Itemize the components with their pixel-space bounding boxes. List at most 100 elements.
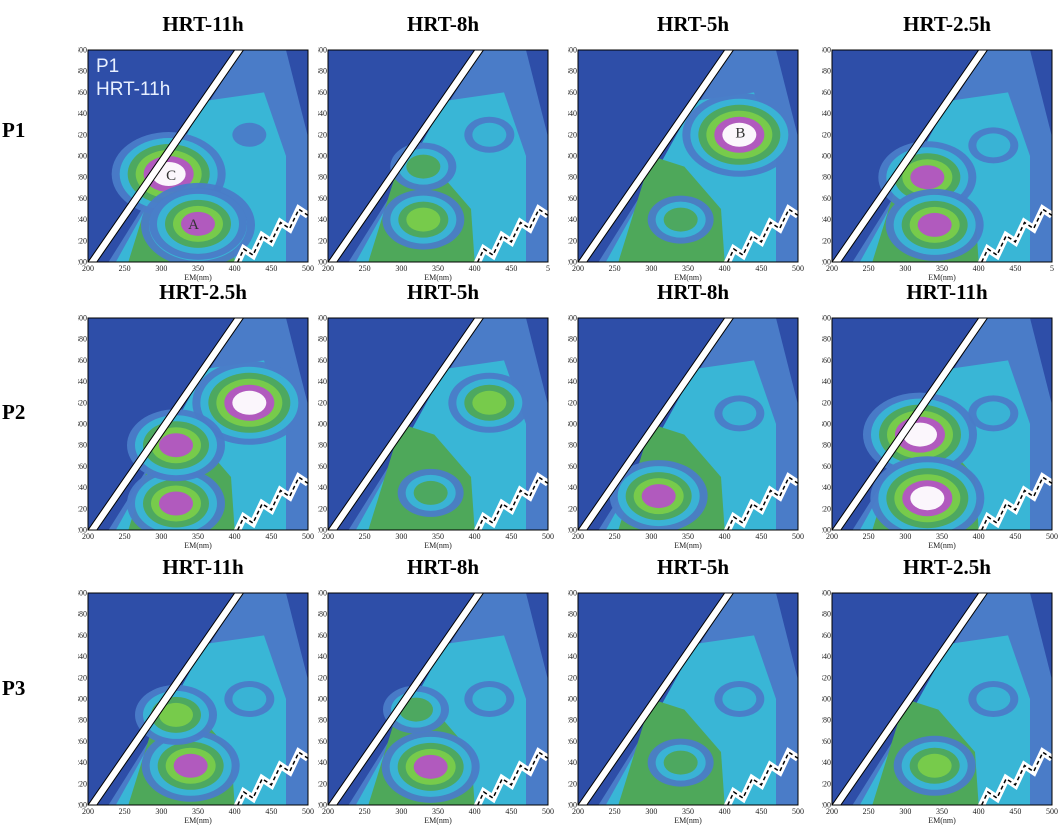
fluorescence-peak [870, 456, 985, 530]
y-tick-label: 340 [78, 652, 87, 661]
rayleigh-scatter-band [88, 50, 245, 262]
y-tick-label: 220 [568, 236, 577, 245]
fluorescence-peak [382, 189, 465, 250]
x-tick-label: 350 [682, 532, 694, 541]
y-tick-label: 400 [318, 46, 327, 55]
y-tick-label: 220 [318, 504, 327, 513]
x-axis-label: EM(nm) [674, 273, 702, 282]
x-axis-label: EM(nm) [674, 541, 702, 550]
panel-title: HRT-11h [162, 555, 244, 579]
x-tick-label: 250 [359, 532, 371, 541]
y-tick-label: 260 [78, 737, 87, 746]
x-tick-label: 400 [719, 264, 731, 273]
y-tick-label: 340 [822, 652, 831, 661]
y-tick-label: 240 [78, 483, 87, 492]
y-tick-label: 280 [568, 173, 577, 182]
row-label-p1: P1 [2, 118, 26, 142]
y-tick-label: 400 [318, 314, 327, 323]
x-tick-label: 300 [899, 532, 911, 541]
x-tick-label: 450 [265, 264, 277, 273]
second-order-scatter-edge [726, 751, 798, 805]
y-tick-label: 360 [78, 631, 87, 640]
y-tick-label: 380 [318, 335, 327, 344]
y-tick-label: 220 [822, 504, 831, 513]
y-tick-label: 400 [822, 314, 831, 323]
x-tick-label: 450 [1009, 807, 1021, 816]
y-tick-label: 280 [568, 716, 577, 725]
x-tick-label: 300 [645, 264, 657, 273]
y-tick-label: 200 [822, 801, 831, 810]
y-tick-label: 220 [568, 504, 577, 513]
rayleigh-scatter-band [578, 318, 735, 530]
second-order-scatter-edge [726, 208, 798, 262]
y-tick-label: 360 [568, 88, 577, 97]
rayleigh-scatter-band [578, 50, 735, 262]
x-axis-label: EM(nm) [424, 273, 452, 282]
y-tick-label: 340 [568, 377, 577, 386]
x-tick-label: 200 [572, 264, 584, 273]
x-tick-label: 400 [973, 807, 985, 816]
y-tick-label: 300 [822, 420, 831, 429]
y-tick-label: 380 [78, 335, 87, 344]
x-tick-label: 300 [395, 807, 407, 816]
eem-contour-plot: 200 250 300 350 400 450 500 200 220 240 260 280 300 3… [822, 589, 1058, 826]
x-axis-label: EM(nm) [674, 816, 702, 825]
x-tick-label: 500 [542, 807, 554, 816]
x-tick-label: 250 [863, 807, 875, 816]
fluorescence-peak [714, 395, 765, 432]
eem-panel: HRT-11hP1HRT-11hCA2002503003504004505002… [78, 12, 328, 282]
plot-frame [87, 592, 309, 806]
y-tick-label: 360 [822, 356, 831, 365]
x-tick-label: 250 [609, 264, 621, 273]
x-tick-label: 200 [82, 532, 94, 541]
y-tick-label: 200 [78, 801, 87, 810]
eem-contour-plot: B 200 250 300 350 400 450 500 200 220 240 260 280 300… [568, 46, 804, 283]
y-tick-label: 300 [78, 152, 87, 161]
second-order-scatter-edge [236, 751, 308, 805]
fluorescence-peak [464, 116, 515, 153]
panel-title: HRT-2.5h [159, 280, 247, 304]
fluorescence-peak [968, 127, 1019, 164]
y-tick-label: 280 [822, 173, 831, 182]
eem-contour-plot: 200 250 300 350 400 450 5 200 220 240 260 280 300 320… [318, 46, 550, 283]
y-tick-label: 280 [318, 716, 327, 725]
x-tick-label: 450 [265, 807, 277, 816]
eem-panel: HRT-5h2002503003504004505002002202402602… [568, 555, 818, 825]
y-tick-label: 320 [78, 398, 87, 407]
y-tick-label: 280 [78, 173, 87, 182]
y-tick-label: 280 [568, 441, 577, 450]
x-tick-label: 200 [322, 264, 334, 273]
x-tick-label: 500 [792, 264, 804, 273]
x-tick-label: 300 [645, 532, 657, 541]
panel-title: HRT-11h [162, 12, 244, 36]
x-tick-label: 400 [973, 532, 985, 541]
eem-panel: HRT-5h B 200 250 300 350 400 450 500 200 220 240 260… [568, 12, 818, 282]
y-tick-label: 360 [78, 88, 87, 97]
x-tick-label: 300 [899, 807, 911, 816]
y-tick-label: 320 [318, 673, 327, 682]
y-tick-label: 200 [822, 526, 831, 535]
x-tick-label: 400 [229, 264, 241, 273]
x-tick-label: 250 [359, 264, 371, 273]
y-tick-label: 380 [822, 67, 831, 76]
panel-title: HRT-2.5h [903, 12, 991, 36]
second-order-scatter-edge [980, 751, 1052, 805]
eem-contour-plot: 200 250 300 350 400 450 500 200 220 240 260 280 300 3… [78, 589, 314, 826]
plot-frame [577, 49, 799, 263]
x-tick-label: 250 [119, 264, 131, 273]
y-tick-label: 200 [78, 258, 87, 267]
x-tick-label: 200 [826, 264, 838, 273]
second-order-scatter-edge [476, 751, 548, 805]
x-tick-label: 200 [572, 532, 584, 541]
eem-contour-plot: 200 250 300 350 400 450 5 200 220 240 260 280 300 320… [822, 46, 1054, 283]
y-tick-label: 240 [822, 758, 831, 767]
y-tick-label: 360 [822, 88, 831, 97]
y-tick-label: 400 [568, 314, 577, 323]
y-tick-label: 360 [318, 631, 327, 640]
x-tick-label: 500 [792, 532, 804, 541]
fluorescence-peak [127, 467, 225, 530]
y-tick-label: 380 [822, 335, 831, 344]
rayleigh-scatter-band [832, 593, 989, 805]
y-tick-label: 340 [822, 109, 831, 118]
fluorescence-peak [682, 92, 797, 177]
